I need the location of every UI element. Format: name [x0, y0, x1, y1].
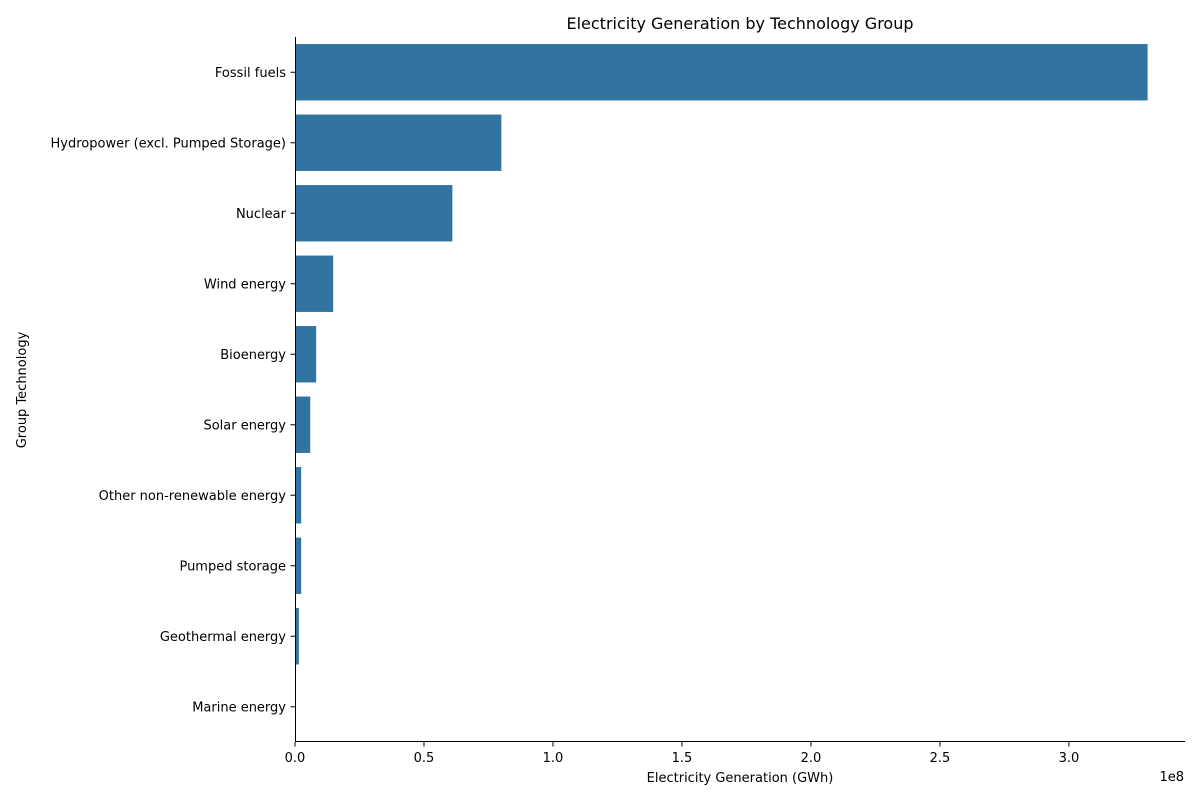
- bar: [295, 44, 1148, 101]
- y-tick-label: Marine energy: [192, 700, 286, 715]
- y-axis-label: Group Technology: [15, 331, 30, 448]
- y-tick-label: Other non-renewable energy: [99, 489, 287, 504]
- bar: [295, 114, 502, 171]
- x-axis-label: Electricity Generation (GWh): [647, 771, 834, 786]
- x-tick-label: 2.5: [930, 751, 951, 766]
- y-tick-labels: Fossil fuels Hydropower (excl. Pumped Sto…: [51, 66, 295, 715]
- y-tick-label: Wind energy: [204, 277, 286, 292]
- y-tick-label: Solar energy: [203, 418, 286, 433]
- x-tick-label: 3.0: [1059, 751, 1080, 766]
- y-tick-label: Pumped storage: [179, 559, 286, 574]
- y-tick-label: Fossil fuels: [215, 66, 286, 81]
- x-tick-label: 1.0: [543, 751, 564, 766]
- x-tick-label: 1.5: [672, 751, 693, 766]
- bar: [295, 255, 334, 312]
- bar: [295, 467, 302, 524]
- x-tick-label: 0.5: [414, 751, 435, 766]
- bar: [295, 185, 453, 242]
- bar: [295, 326, 317, 383]
- y-tick-label: Nuclear: [236, 207, 287, 222]
- x-axis-offset-label: 1e8: [1159, 770, 1184, 785]
- x-tick-label: 0.0: [285, 751, 306, 766]
- y-tick-label: Hydropower (excl. Pumped Storage): [51, 136, 286, 151]
- chart-title: Electricity Generation by Technology Gro…: [566, 14, 913, 33]
- y-tick-label: Geothermal energy: [160, 630, 286, 645]
- y-tick-label: Bioenergy: [220, 348, 286, 363]
- bar: [295, 608, 299, 665]
- bar: [295, 537, 302, 594]
- bar: [295, 396, 311, 453]
- x-tick-label: 2.0: [801, 751, 822, 766]
- x-ticks: 0.0 0.5 1.0 1.5 2.0 2.5 3.0: [285, 742, 1080, 766]
- bars-group: [295, 44, 1148, 735]
